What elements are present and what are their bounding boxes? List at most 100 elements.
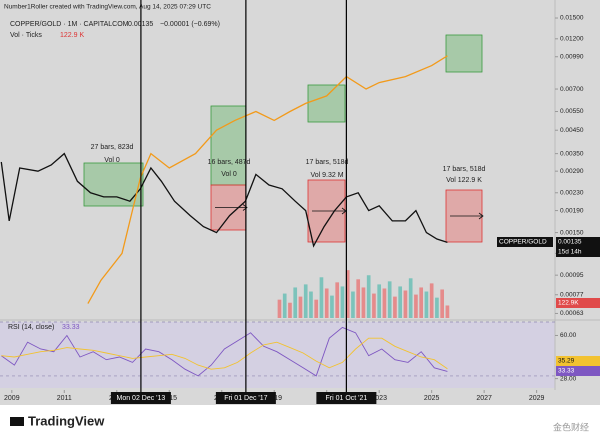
rsi-panel [0,322,555,388]
logo-text: TradingView [28,413,105,428]
price-tag-label: 35.29 [558,358,575,365]
volume-bar [293,287,298,318]
volume-bar [309,291,313,318]
price-tag-label: 0.00135 [558,239,582,246]
y-tick-label: 0.00350 [560,150,584,157]
date-marker-tag [215,392,276,404]
volume-bar [351,291,355,318]
price-tag [497,237,553,247]
volume-bar [382,288,387,318]
volume-bar [303,284,308,318]
range-arrow [215,204,248,211]
volume-bar [319,277,324,318]
price-tag [556,237,600,247]
volume-bar [424,291,429,318]
y-tick-label: 0.00990 [560,53,584,60]
x-tick-label: 2011 [57,395,72,402]
rsi-value: 33.33 [62,324,80,331]
y-tick-label: 0.00095 [560,272,584,279]
series-line [0,152,448,248]
annotation: Vol 0 [104,157,120,164]
volume-bar [340,286,345,318]
y-tick-label: 0.00290 [560,168,584,175]
x-tick-label: 2025 [424,395,440,402]
volume-bar [419,287,424,318]
volume-bar [361,287,366,318]
series-line [1,326,448,377]
price-tag-label: 15d 14h [558,249,582,256]
y-tick-label: 28.00 [560,375,577,382]
volume-bar [366,275,371,318]
volume-bar [403,290,408,318]
watermark: 金色财经 [553,421,589,432]
volume-bar [377,284,382,318]
y-tick-label: 0.00450 [560,127,584,134]
volume-value: 122.9 K [60,32,84,39]
footer [0,405,600,442]
range-arrow [450,212,484,220]
volume-bar [435,297,439,318]
y-tick-label: 0.00190 [560,207,584,214]
y-tick-label: 0.00550 [560,108,584,115]
volume-bar [298,296,303,318]
y-tick-label: 0.01200 [560,36,584,43]
annotation: Vol 0 [221,171,237,178]
symbol: COPPER/GOLD · 1M · CAPITALCOM [10,21,129,28]
y-tick-label: 0.00700 [560,86,584,93]
volume-bar [345,270,350,318]
change: −0.00001 (−0.69%) [160,21,220,28]
logo-mark [10,417,24,426]
date-marker-label: Mon 02 Dec '13 [117,395,166,402]
volume-bar [324,288,329,318]
volume-bar [445,305,450,318]
x-tick-label: 2009 [4,395,20,402]
y-tick-label: 0.00230 [560,189,584,196]
volume-bar [440,289,444,318]
price-tag [556,366,600,376]
range-box-up [83,162,144,207]
volume-bar [414,294,418,318]
volume-bar [356,279,361,318]
date-marker-label: Fri 01 Dec '17 [224,395,267,402]
credit: Number1Roller created with TradingView.c… [4,4,211,11]
y-tick-label: 60.00 [560,332,577,339]
volume-bar [330,295,334,318]
volume-bar [288,302,292,318]
volume-bar [277,299,282,318]
x-tick-label: 2029 [529,395,545,402]
annotation: 16 bars, 487d [208,159,251,166]
x-tick-label: 2023 [371,395,387,402]
volume-bar [372,293,376,318]
y-tick-label: 0.01500 [560,15,584,22]
price-tag [556,247,600,257]
logo: TradingView [10,413,105,428]
annotation: 27 bars, 823d [91,144,134,151]
range-box-up [445,34,483,73]
y-tick-label: 0.00063 [560,310,584,317]
price-tag-label: COPPER/GOLD [499,239,547,246]
series-line [87,55,448,304]
volume-bar [282,293,287,318]
annotation: 17 bars, 518d [306,159,349,166]
volume-bar [398,286,403,318]
volume-bar [408,278,413,318]
annotation: 17 bars, 518d [443,166,486,173]
y-tick-label: 0.00077 [560,291,584,298]
annotation: Vol 122.9 K [446,177,482,184]
y-tick-label: 0.00150 [560,229,584,236]
rsi-label: RSI (14, close) [8,324,54,331]
date-marker-tag [110,392,171,404]
price-tag [556,298,600,308]
volume-bar [393,296,397,318]
volume-bar [335,282,340,318]
range-box-up [307,84,346,123]
volume-label: Vol · Ticks [10,32,42,39]
date-marker-tag [316,392,377,404]
price-tag-label: 33.33 [558,368,575,375]
volume-bar [314,299,319,318]
volume-bar [387,281,392,318]
price-tag [556,356,600,366]
annotation: Vol 9.32 M [310,172,343,179]
date-marker-label: Fri 01 Oct '21 [325,395,367,402]
